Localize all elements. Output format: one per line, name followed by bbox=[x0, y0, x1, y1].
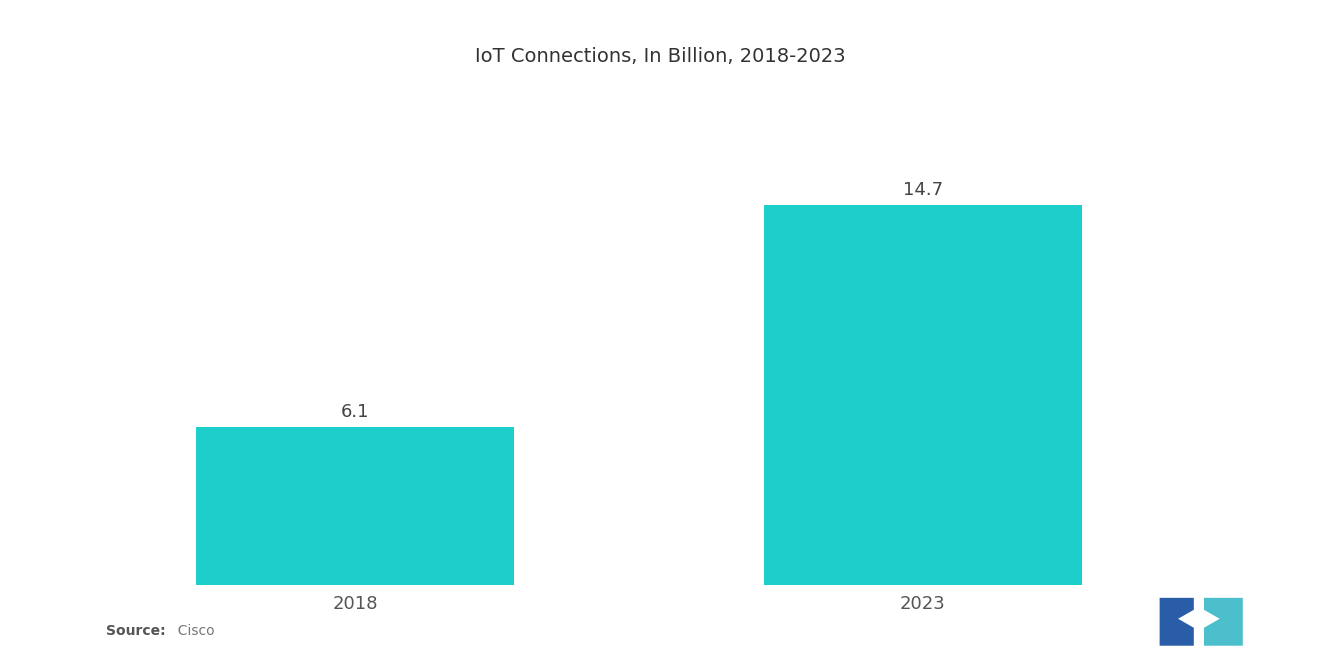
Bar bbox=[764, 205, 1082, 585]
Polygon shape bbox=[1204, 598, 1243, 646]
Text: 6.1: 6.1 bbox=[341, 403, 370, 421]
Bar bbox=[197, 428, 515, 585]
Polygon shape bbox=[1159, 598, 1193, 646]
Text: 14.7: 14.7 bbox=[903, 181, 942, 199]
Text: IoT Connections, In Billion, 2018-2023: IoT Connections, In Billion, 2018-2023 bbox=[475, 47, 845, 66]
Text: Cisco: Cisco bbox=[169, 624, 215, 638]
Text: Source:: Source: bbox=[106, 624, 165, 638]
